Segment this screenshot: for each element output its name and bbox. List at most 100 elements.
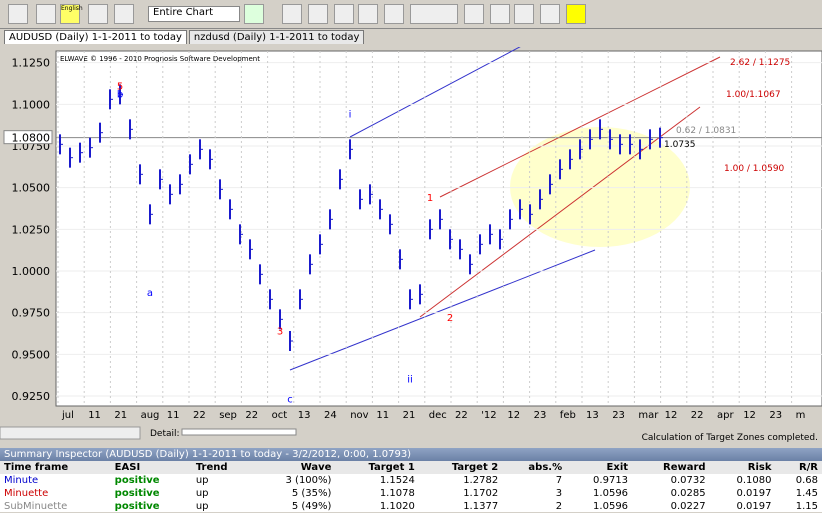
tab[interactable]: nzdusd (Daily) 1-1-2011 to today — [188, 30, 365, 44]
x-tick-label: 13 — [298, 410, 311, 421]
y-tick-label: 0.9750 — [12, 307, 51, 320]
cell: 0.0732 — [670, 475, 706, 486]
x-tick-label: 12 — [743, 410, 756, 421]
cell: 1.1020 — [379, 501, 415, 512]
hline-tool[interactable] — [410, 4, 458, 24]
cell: 0.9713 — [593, 475, 629, 486]
target-label: 0.62 / 1.0831 — [676, 126, 736, 136]
wave-label: i — [349, 110, 352, 121]
fan-tool[interactable] — [540, 4, 560, 24]
tabs: AUDUSD (Daily) 1-1-2011 to today nzdusd (… — [4, 30, 366, 46]
line-tool[interactable] — [334, 4, 354, 24]
cell: up — [195, 501, 209, 512]
range-select[interactable]: Entire Chart — [148, 6, 240, 22]
wave-label: b — [117, 90, 123, 101]
cell: 1.1702 — [463, 488, 499, 499]
cell: positive — [114, 501, 160, 512]
y-tick-label: 1.0000 — [12, 265, 51, 278]
x-tick-label: '12 — [481, 410, 496, 421]
channel-line — [419, 106, 701, 318]
circle-tool[interactable] — [358, 4, 378, 24]
wave-label: 5 — [117, 81, 123, 92]
cell: 1.15 — [795, 501, 818, 512]
column-header: EASI — [110, 461, 192, 474]
cell: 0.1080 — [736, 475, 772, 486]
report[interactable] — [114, 4, 134, 24]
wave-label: 3 — [277, 326, 283, 337]
open[interactable] — [8, 4, 28, 24]
grid-tool[interactable] — [464, 4, 484, 24]
x-tick-label: sep — [219, 410, 237, 421]
cell: 3 — [555, 488, 563, 499]
cell: positive — [114, 475, 160, 486]
cell: 1.45 — [795, 488, 818, 499]
x-tick-label: dec — [429, 410, 447, 421]
cell: 2 — [555, 501, 563, 512]
cell: 0.68 — [795, 475, 818, 486]
x-tick-label: aug — [141, 410, 160, 421]
column-header: Wave — [252, 461, 336, 474]
x-tick-label: 24 — [324, 410, 337, 421]
color-tool[interactable] — [566, 4, 586, 24]
language[interactable]: English — [60, 4, 83, 24]
cell: 0.0227 — [670, 501, 706, 512]
column-header: Time frame — [0, 461, 111, 474]
x-tick-label: 13 — [586, 410, 599, 421]
detail-slider[interactable] — [181, 428, 297, 436]
cell: 5 (35%) — [291, 488, 332, 499]
cell: 1.2782 — [463, 475, 499, 486]
chart: ELWAVE © 1996 - 2010 Prognosis Software … — [0, 47, 822, 443]
x-tick-label: 21 — [114, 410, 127, 421]
go[interactable] — [244, 4, 264, 24]
x-tick-label: 23 — [769, 410, 782, 421]
cell: 1.0596 — [593, 501, 629, 512]
x-tick-label: nov — [350, 410, 368, 421]
cell: Minuette — [4, 488, 49, 499]
summary-row: Minuette positive up 5 (35%) 1.1078 1.1702 3 1.… — [0, 487, 822, 500]
pen[interactable] — [88, 4, 108, 24]
column-header: Reward — [632, 461, 710, 474]
wave-label: c — [287, 395, 293, 406]
wave-label: ii — [407, 375, 413, 386]
target-label: 1.00/1.1067 — [726, 90, 781, 100]
line-tool[interactable] — [308, 4, 328, 24]
y-tick-label: 1.1000 — [12, 98, 51, 111]
cell: 0.0285 — [670, 488, 706, 499]
x-tick-label: feb — [560, 410, 576, 421]
summary-row: Minute positive up 3 (100%) 1.1524 1.2782 7 0.9… — [0, 474, 822, 487]
grid-tool[interactable] — [490, 4, 510, 24]
detail-label: Detail: — [150, 429, 180, 439]
x-tick-label: 23 — [534, 410, 547, 421]
line-tool[interactable] — [282, 4, 302, 24]
column-header: Exit — [566, 461, 633, 474]
wave-label: 1 — [427, 193, 433, 204]
column-header: Trend — [191, 461, 253, 474]
x-tick-label: 21 — [403, 410, 416, 421]
x-tick-label: 12 — [665, 410, 678, 421]
cell: 1.1524 — [379, 475, 415, 486]
column-header: Target 2 — [418, 461, 503, 474]
cell: 7 — [555, 475, 563, 486]
scrollbar[interactable] — [0, 426, 141, 440]
x-tick-label: 11 — [376, 410, 389, 421]
x-tick-label: 22 — [193, 410, 206, 421]
summary-row: SubMinuette positive up 5 (49%) 1.1020 1.1377… — [0, 500, 822, 513]
tab[interactable]: AUDUSD (Daily) 1-1-2011 to today — [4, 30, 187, 44]
cell: 1.0596 — [593, 488, 629, 499]
cell: 0.0197 — [736, 501, 772, 512]
cell: 0.0197 — [736, 488, 772, 499]
channel-line — [289, 249, 596, 371]
x-tick-label: 12 — [507, 410, 520, 421]
x-tick-label: 22 — [691, 410, 704, 421]
y-tick-label: 0.9500 — [12, 348, 51, 361]
y-tick-label: 1.1250 — [12, 57, 51, 70]
circle-tool[interactable] — [384, 4, 404, 24]
target-label: 2.62 / 1.1275 — [730, 58, 790, 68]
target-zone — [510, 127, 690, 247]
print[interactable] — [36, 4, 56, 24]
cell: up — [195, 475, 209, 486]
fan-tool[interactable] — [514, 4, 534, 24]
